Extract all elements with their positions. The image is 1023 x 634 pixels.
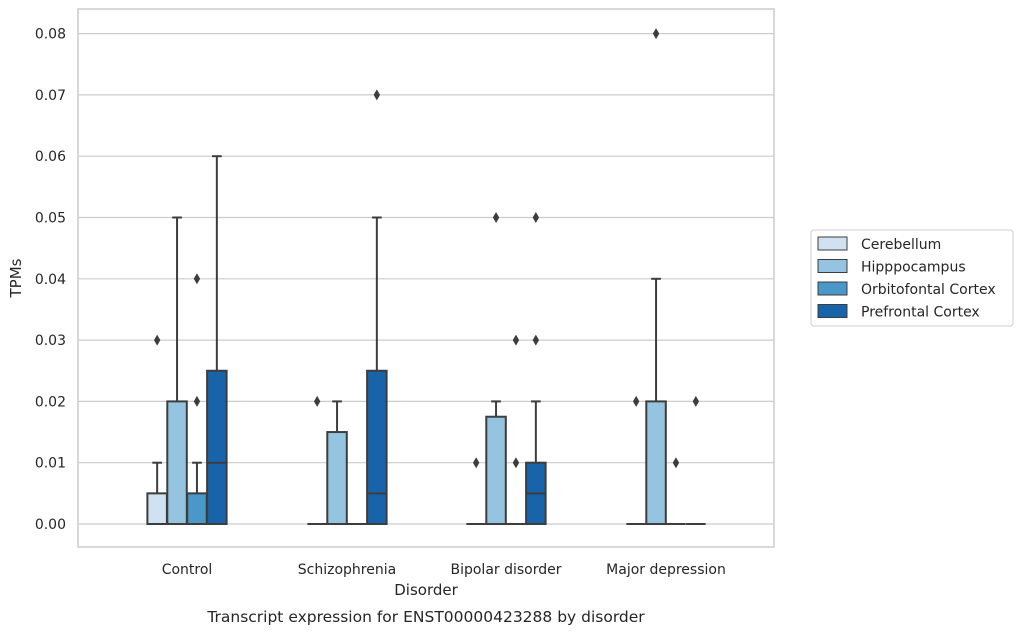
outlier-point bbox=[692, 395, 700, 407]
outlier-point bbox=[532, 334, 540, 346]
legend-frame bbox=[810, 229, 1014, 327]
y-tick-label: 0.06 bbox=[35, 149, 66, 165]
box-hipppocampus bbox=[166, 216, 188, 525]
y-tick-labels: 0.00 0.01 0.02 0.03 0.04 0.05 0.06 0.07 0.08 bbox=[35, 27, 66, 533]
y-tick-label: 0.03 bbox=[35, 333, 66, 349]
box-cerebellum bbox=[307, 395, 327, 525]
outlier-point bbox=[193, 273, 201, 285]
y-tick-label: 0.05 bbox=[35, 211, 66, 227]
legend-label: Cerebellum bbox=[861, 237, 941, 253]
legend-label: Prefrontal Cortex bbox=[861, 305, 980, 321]
legend-label: Hipppocampus bbox=[861, 260, 966, 276]
box-prefrontal-cortex bbox=[206, 155, 228, 525]
box-hipppocampus bbox=[645, 28, 667, 525]
x-tick-label: Major depression bbox=[606, 562, 726, 578]
outlier-point bbox=[472, 457, 480, 469]
box-hipppocampus bbox=[326, 400, 348, 525]
y-tick-label: 0.02 bbox=[35, 394, 66, 410]
outlier-point bbox=[193, 395, 201, 407]
legend-swatch bbox=[817, 304, 848, 318]
outlier-point bbox=[313, 395, 321, 407]
box-orbitofontal-cortex bbox=[506, 334, 526, 525]
iqr-box bbox=[645, 400, 667, 525]
x-tick-labels: Control Schizophrenia Bipolar disorder Majo… bbox=[162, 562, 726, 578]
box-cerebellum bbox=[466, 457, 486, 525]
legend-swatch bbox=[817, 236, 848, 251]
box-orbitofontal-cortex bbox=[186, 273, 208, 526]
y-tick-label: 0.08 bbox=[35, 27, 66, 43]
y-tick-label: 0.01 bbox=[35, 456, 66, 472]
outlier-point bbox=[672, 457, 680, 469]
chart-caption: Transcript expression for ENST0000042328… bbox=[206, 608, 645, 626]
iqr-box bbox=[366, 369, 388, 525]
legend-swatch bbox=[817, 281, 848, 296]
box-orbitofontal-cortex bbox=[666, 457, 686, 525]
plot-frame bbox=[77, 8, 775, 548]
box-prefrontal-cortex bbox=[525, 212, 547, 526]
y-axis-title: TPMs bbox=[7, 258, 25, 298]
box-hipppocampus bbox=[485, 212, 507, 526]
x-tick-label: Bipolar disorder bbox=[450, 562, 561, 578]
box-prefrontal-cortex bbox=[366, 89, 388, 525]
outlier-point bbox=[512, 457, 520, 469]
iqr-box bbox=[146, 492, 168, 526]
iqr-box bbox=[206, 369, 228, 525]
y-tick-label: 0.07 bbox=[35, 88, 66, 104]
legend-swatch bbox=[817, 259, 848, 273]
box-prefrontal-cortex bbox=[686, 395, 706, 525]
outlier-point bbox=[532, 212, 540, 223]
outlier-point bbox=[512, 334, 520, 346]
legend: Cerebellum Hipppocampus Orbitofontal Corte… bbox=[810, 229, 1014, 327]
x-tick-label: Control bbox=[162, 562, 213, 578]
iqr-box bbox=[186, 492, 208, 526]
box-cerebellum bbox=[626, 395, 646, 525]
legend-label: Orbitofontal Cortex bbox=[861, 282, 996, 298]
plot-marks bbox=[146, 28, 706, 526]
x-axis-title: Disorder bbox=[394, 581, 458, 599]
iqr-box bbox=[485, 415, 507, 526]
outlier-point bbox=[652, 28, 660, 40]
x-tick-label: Schizophrenia bbox=[298, 562, 396, 578]
iqr-box bbox=[166, 400, 188, 525]
outlier-point bbox=[632, 395, 640, 407]
outlier-point bbox=[153, 334, 161, 346]
y-tick-label: 0.00 bbox=[35, 517, 66, 533]
outlier-point bbox=[373, 89, 381, 101]
outlier-point bbox=[492, 212, 500, 223]
y-tick-label: 0.04 bbox=[35, 272, 66, 288]
box-cerebellum bbox=[146, 334, 168, 526]
iqr-box bbox=[326, 431, 348, 525]
